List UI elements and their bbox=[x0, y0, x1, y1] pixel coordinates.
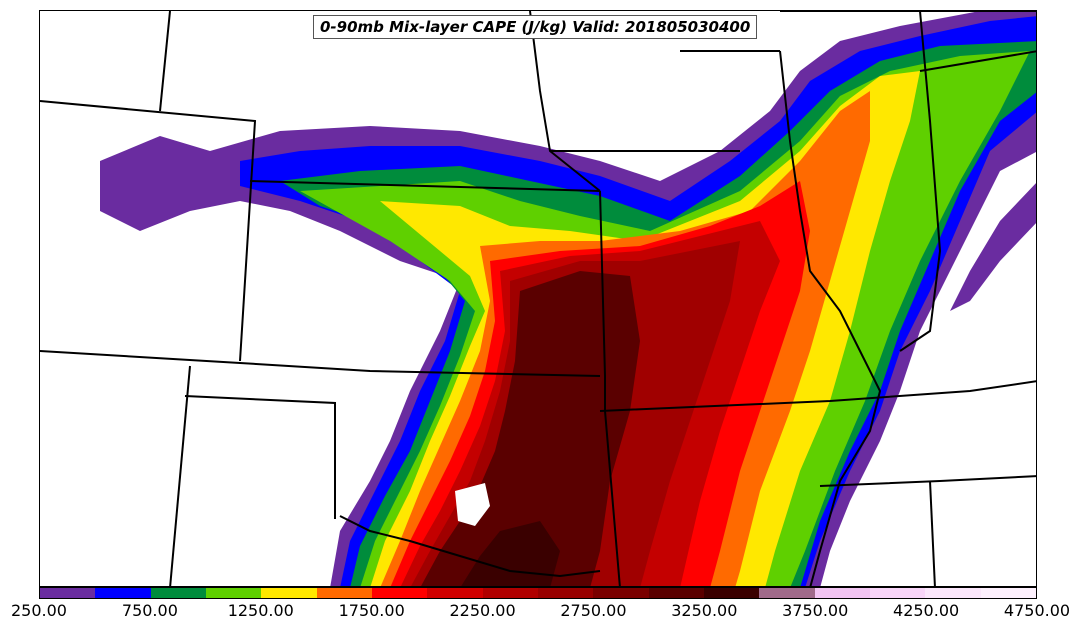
cape-map bbox=[40, 11, 1036, 586]
colorbar-segment bbox=[427, 588, 483, 598]
border-line bbox=[779, 50, 882, 586]
cape-band-3250 bbox=[461, 521, 560, 586]
map-title: 0-90mb Mix-layer CAPE (J/kg) Valid: 2018… bbox=[313, 15, 758, 39]
border-line bbox=[40, 100, 257, 362]
border-line bbox=[249, 180, 601, 192]
colorbar-tick-label: 3250.00 bbox=[671, 601, 738, 620]
colorbar-tick-label: 750.00 bbox=[121, 601, 178, 620]
border-line bbox=[819, 475, 1036, 487]
cape-east-strip bbox=[950, 183, 1036, 311]
colorbar-tick-label: 250.00 bbox=[11, 601, 67, 620]
cape-gap bbox=[455, 483, 490, 526]
colorbar-segment bbox=[371, 588, 428, 598]
border-line bbox=[159, 11, 171, 112]
colorbar-segment bbox=[980, 588, 1036, 598]
border-line bbox=[184, 395, 336, 519]
colorbar-segment bbox=[537, 588, 594, 598]
border-line bbox=[899, 11, 942, 352]
state-borders bbox=[40, 11, 1036, 586]
colorbar bbox=[39, 587, 1037, 599]
colorbar-segment bbox=[759, 588, 815, 598]
colorbar-tick-label: 1250.00 bbox=[227, 601, 294, 620]
border-line bbox=[919, 50, 1036, 72]
border-line bbox=[339, 515, 601, 578]
colorbar-segment bbox=[925, 588, 981, 598]
colorbar-segment bbox=[869, 588, 926, 598]
map-panel bbox=[39, 10, 1037, 587]
colorbar-segment bbox=[648, 588, 704, 598]
colorbar-segment bbox=[814, 588, 870, 598]
colorbar-segment bbox=[316, 588, 372, 598]
colorbar-tick-label: 4250.00 bbox=[893, 601, 960, 620]
colorbar-segment bbox=[482, 588, 538, 598]
border-line bbox=[529, 11, 601, 192]
colorbar-tick-label: 3750.00 bbox=[782, 601, 849, 620]
colorbar-tick-label: 2750.00 bbox=[560, 601, 627, 620]
cape-shading bbox=[100, 11, 1036, 586]
border-line bbox=[929, 480, 936, 586]
colorbar-segment bbox=[703, 588, 760, 598]
colorbar-segment bbox=[40, 588, 96, 598]
colorbar-segment bbox=[150, 588, 206, 598]
colorbar-segment bbox=[205, 588, 262, 598]
colorbar-tick-label: 1750.00 bbox=[338, 601, 405, 620]
border-line bbox=[40, 350, 601, 377]
colorbar-tick-label: 4750.00 bbox=[1003, 601, 1071, 620]
border-line bbox=[599, 380, 1036, 412]
border-line bbox=[169, 365, 191, 586]
colorbar-tick-label: 2250.00 bbox=[449, 601, 516, 620]
colorbar-segment bbox=[95, 588, 151, 598]
colorbar-segment bbox=[261, 588, 317, 598]
border-line bbox=[599, 190, 621, 586]
colorbar-segment bbox=[593, 588, 649, 598]
